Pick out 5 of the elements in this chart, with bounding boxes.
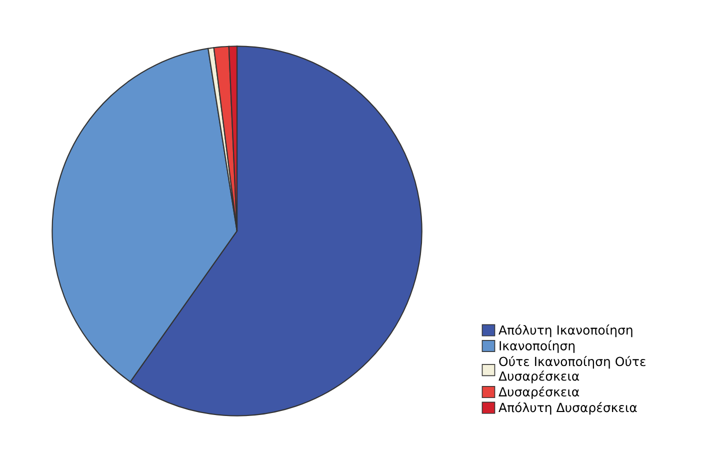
legend-label: Απόλυτη Ικανοποίηση xyxy=(498,324,632,338)
legend-label: Ικανοποίηση xyxy=(500,340,575,353)
legend-label: Απόλυτη Δυσαρέσκεια xyxy=(498,402,637,415)
legend-label: Ούτε Ικανοποίηση Ούτε Δυσαρέσκεια xyxy=(498,356,646,384)
legend-label: Δυσαρέσκεια xyxy=(498,386,580,399)
